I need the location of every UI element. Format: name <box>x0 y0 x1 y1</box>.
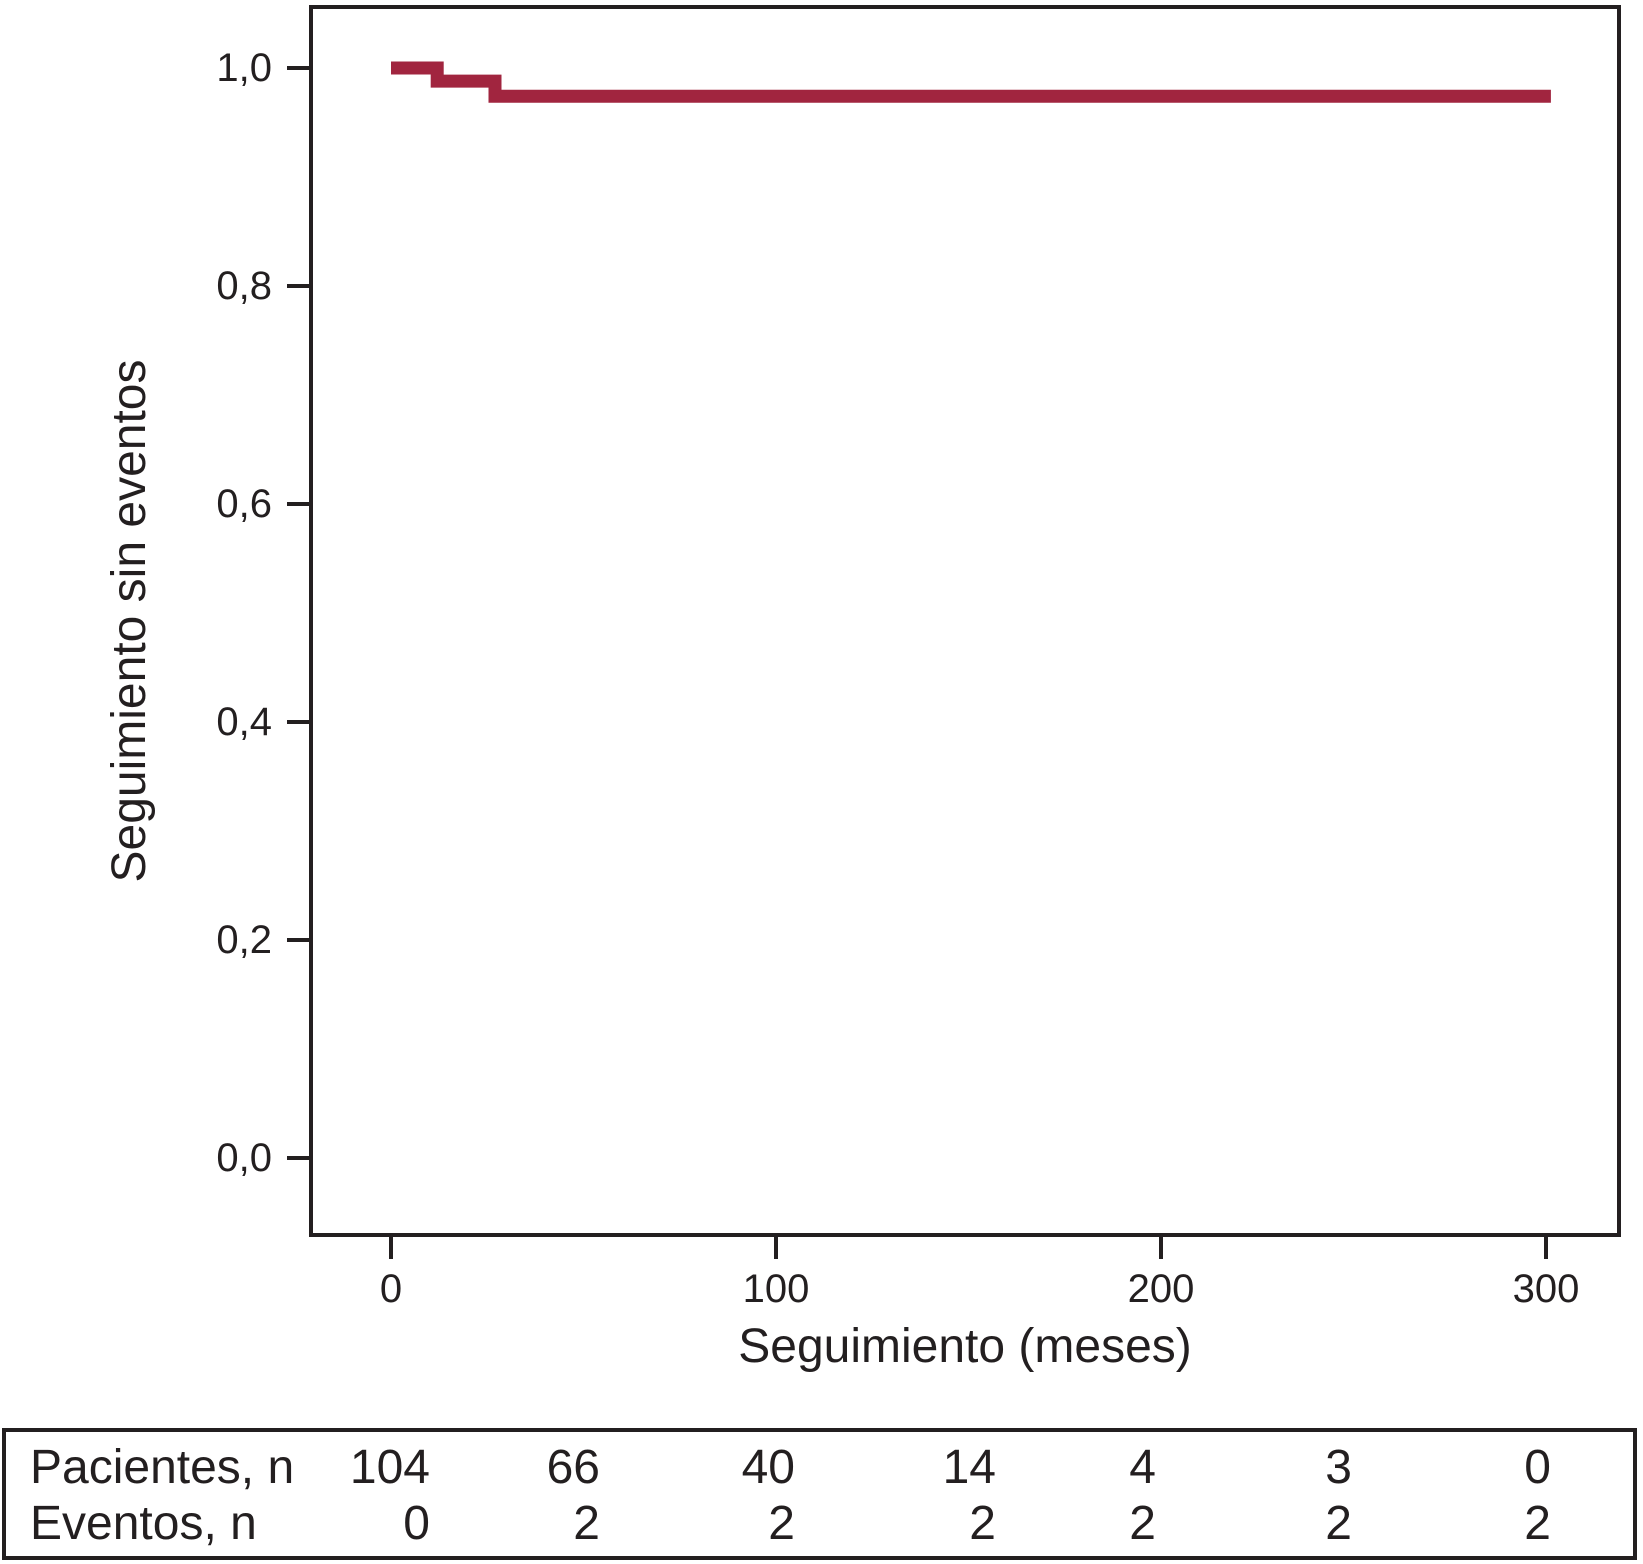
risk-value: 2 <box>573 1497 600 1550</box>
x-axis-tick-label: 0 <box>380 1267 402 1311</box>
x-axis-tick-label: 200 <box>1128 1267 1195 1311</box>
y-axis-tick-label: 0,8 <box>216 264 272 308</box>
risk-value: 40 <box>741 1441 795 1494</box>
risk-value: 2 <box>969 1497 996 1550</box>
risk-value: 0 <box>403 1497 430 1550</box>
risk-value: 4 <box>1129 1441 1156 1494</box>
y-axis-title: Seguimiento sin eventos <box>103 360 156 883</box>
y-axis-tick-label: 1,0 <box>216 46 272 90</box>
y-axis-tick-label: 0,4 <box>216 700 272 744</box>
risk-value: 104 <box>349 1441 430 1494</box>
y-axis-tick-label: 0,6 <box>216 482 272 526</box>
y-axis-tick-label: 0,0 <box>216 1136 272 1180</box>
risk-row-label: Eventos, n <box>30 1497 257 1550</box>
risk-value: 2 <box>768 1497 795 1550</box>
risk-value: 66 <box>546 1441 600 1494</box>
risk-value: 14 <box>942 1441 996 1494</box>
risk-value: 2 <box>1524 1497 1551 1550</box>
risk-value: 2 <box>1129 1497 1156 1550</box>
survival-chart: 0,0 0,2 0,4 0,6 0,8 1,0 0 100 200 300 Se… <box>103 5 1621 1373</box>
x-axis-tick-label: 300 <box>1513 1267 1580 1311</box>
y-axis-tick-label: 0,2 <box>216 918 272 962</box>
x-axis-tick-label: 100 <box>743 1267 810 1311</box>
plot-area-border <box>309 5 1621 1237</box>
risk-table: Pacientes, n 104 66 40 14 4 3 0 Eventos,… <box>2 1428 1637 1560</box>
risk-table-row-eventos: Eventos, n 0 2 2 2 2 2 2 <box>6 1500 1633 1548</box>
risk-table-row-pacientes: Pacientes, n 104 66 40 14 4 3 0 <box>6 1444 1633 1492</box>
risk-value: 2 <box>1325 1497 1352 1550</box>
x-axis-title: Seguimiento (meses) <box>738 1320 1192 1373</box>
risk-value: 3 <box>1325 1441 1352 1494</box>
survival-curve <box>391 61 1551 103</box>
risk-value: 0 <box>1524 1441 1551 1494</box>
risk-row-label: Pacientes, n <box>30 1441 295 1494</box>
